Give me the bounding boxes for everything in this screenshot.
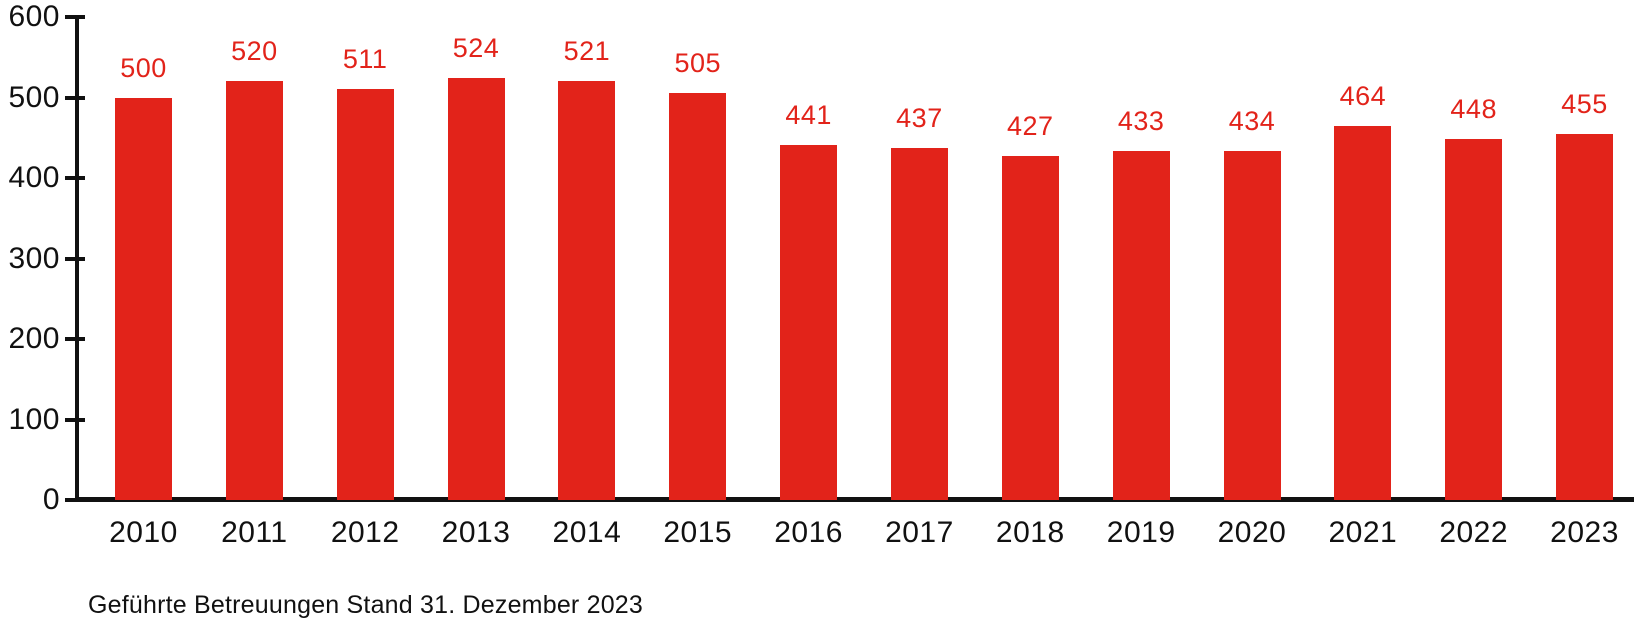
y-tick-label: 600 bbox=[8, 0, 60, 33]
bar-value-label: 520 bbox=[231, 36, 278, 67]
x-tick-label: 2010 bbox=[109, 516, 178, 549]
x-axis-baseline bbox=[75, 497, 1634, 502]
x-tick-label: 2014 bbox=[552, 516, 622, 549]
y-tick-mark bbox=[65, 256, 85, 261]
y-tick-label: 100 bbox=[8, 402, 60, 436]
bar-2022 bbox=[1445, 139, 1503, 500]
y-tick-label: 500 bbox=[8, 80, 60, 114]
bar-2018 bbox=[1001, 156, 1059, 500]
bar-value-label: 521 bbox=[563, 35, 611, 66]
bar-value-label: 455 bbox=[1561, 88, 1608, 119]
bar-value-label: 464 bbox=[1339, 81, 1387, 112]
y-tick-mark bbox=[65, 417, 85, 422]
x-tick-label: 2023 bbox=[1550, 516, 1619, 549]
x-tick-label: 2011 bbox=[221, 516, 288, 549]
chart-caption: Geführte Betreuungen Stand 31. Dezember … bbox=[88, 591, 644, 619]
bar-2016 bbox=[780, 144, 838, 500]
y-tick-mark bbox=[65, 15, 85, 19]
bar-2014 bbox=[558, 80, 616, 500]
bar-2011 bbox=[225, 81, 283, 500]
y-tick-mark bbox=[65, 176, 85, 180]
bar-value-label: 441 bbox=[785, 99, 832, 130]
bar-2010 bbox=[115, 97, 172, 500]
bar-2021 bbox=[1334, 126, 1392, 500]
x-tick-label: 2012 bbox=[330, 516, 400, 549]
x-tick-label: 2015 bbox=[663, 516, 733, 549]
x-tick-label: 2018 bbox=[995, 516, 1065, 549]
bar-2012 bbox=[336, 88, 394, 500]
y-tick-label: 200 bbox=[8, 322, 60, 355]
x-tick-label: 2013 bbox=[441, 516, 511, 549]
bar-value-label: 500 bbox=[120, 52, 167, 83]
y-tick-mark bbox=[65, 337, 85, 341]
y-tick-mark bbox=[65, 498, 85, 502]
bar-2017 bbox=[890, 148, 948, 500]
y-tick-label: 300 bbox=[8, 241, 60, 275]
bar-2023 bbox=[1556, 133, 1614, 500]
x-tick-label: 2019 bbox=[1106, 516, 1176, 549]
x-tick-label: 2021 bbox=[1328, 516, 1398, 549]
y-tick-label: 0 bbox=[42, 483, 60, 516]
y-tick-mark bbox=[65, 95, 85, 100]
x-tick-label: 2020 bbox=[1217, 516, 1287, 549]
bar-value-label: 505 bbox=[674, 48, 722, 79]
bar-value-label: 434 bbox=[1228, 105, 1276, 136]
bar-value-label: 437 bbox=[896, 103, 943, 134]
bar-value-label: 433 bbox=[1117, 106, 1165, 137]
bar-2020 bbox=[1223, 150, 1281, 500]
bar-2013 bbox=[447, 78, 505, 500]
bar-2015 bbox=[669, 93, 727, 500]
x-tick-label: 2016 bbox=[774, 516, 843, 549]
x-tick-label: 2017 bbox=[885, 516, 954, 549]
bar-value-label: 524 bbox=[452, 33, 500, 64]
bar-value-label: 427 bbox=[1007, 111, 1054, 142]
x-tick-label: 2022 bbox=[1439, 516, 1509, 549]
bar-2019 bbox=[1112, 151, 1170, 500]
bar-value-label: 448 bbox=[1450, 94, 1497, 125]
y-tick-label: 400 bbox=[8, 161, 60, 194]
bar-value-label: 511 bbox=[342, 43, 388, 74]
